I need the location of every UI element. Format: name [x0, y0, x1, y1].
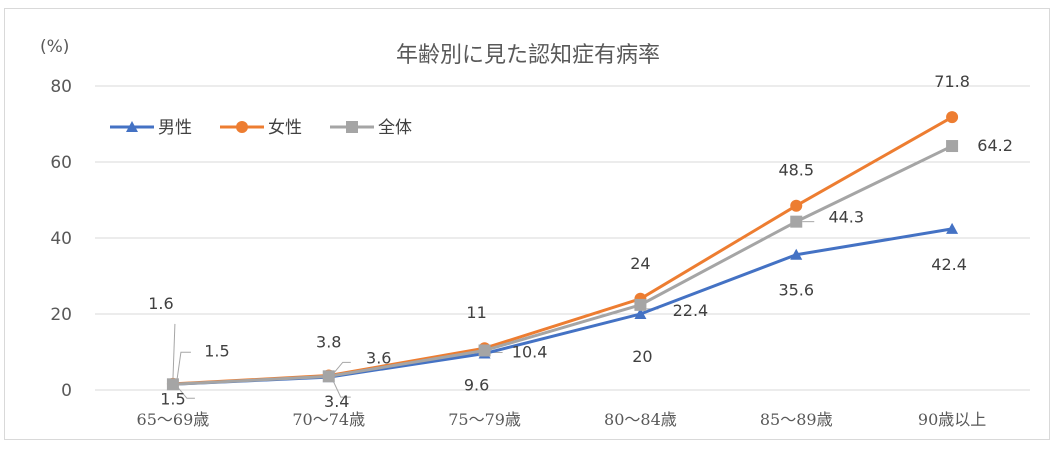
point-marker — [790, 215, 803, 228]
point-marker — [322, 370, 335, 383]
point-marker — [634, 298, 647, 311]
x-tick-label: 85～89歳 — [760, 410, 833, 429]
x-axis-ticks: 65～69歳 70～74歳 75～79歳 80～84歳 85～89歳 90歳以上 — [137, 410, 987, 429]
legend-marker — [346, 121, 358, 133]
leader-line — [332, 379, 351, 398]
series-line — [172, 227, 953, 386]
data-label: 20 — [632, 347, 652, 366]
data-label: 35.6 — [778, 281, 814, 300]
point-marker — [634, 308, 647, 319]
leader-line — [332, 361, 351, 375]
x-tick-label: 70～74歳 — [292, 410, 365, 429]
data-label: 64.2 — [977, 136, 1013, 155]
y-tick-label: 40 — [50, 229, 72, 249]
legend-label: 女性 — [268, 118, 302, 138]
legend: 男性 女性 全体 — [110, 118, 412, 138]
x-tick-label: 65～69歳 — [137, 410, 210, 429]
data-label: 71.8 — [934, 72, 970, 91]
data-label: 3.4 — [324, 392, 349, 411]
point-marker — [790, 199, 803, 212]
y-tick-label: 20 — [50, 305, 72, 325]
data-label: 1.5 — [160, 389, 185, 408]
point-marker — [478, 344, 491, 357]
legend-marker — [236, 121, 248, 133]
data-label: 22.4 — [673, 301, 709, 320]
y-axis-ticks: 0 20 40 60 80 — [50, 77, 72, 401]
data-label: 42.4 — [931, 255, 967, 274]
point-marker — [946, 222, 959, 234]
y-tick-label: 60 — [50, 153, 72, 173]
leader-line — [172, 323, 176, 380]
point-marker — [790, 248, 803, 260]
data-labels: 1.5 3.4 9.6 20 35.6 42.4 1.6 3.8 11 24 48.5 71.8 1.5… — [148, 72, 1013, 411]
chart-title: 年齢別に見た認知症有病率 — [396, 43, 660, 68]
data-label: 44.3 — [828, 208, 864, 227]
x-tick-label: 80～84歳 — [604, 410, 677, 429]
y-tick-label: 0 — [61, 381, 72, 401]
x-tick-label: 90歳以上 — [918, 410, 986, 429]
data-label: 3.6 — [366, 348, 391, 367]
x-tick-label: 75～79歳 — [448, 410, 521, 429]
point-marker — [946, 140, 959, 153]
point-marker — [166, 378, 179, 391]
data-label: 1.5 — [204, 341, 229, 360]
series-line — [172, 144, 953, 386]
leader-line — [176, 385, 195, 399]
point-marker — [946, 111, 959, 124]
y-axis-unit: (%) — [40, 37, 69, 57]
leader-lines — [172, 221, 815, 399]
series-lines — [166, 111, 959, 391]
series-line — [172, 115, 953, 386]
data-label: 9.6 — [464, 376, 489, 395]
y-tick-label: 80 — [50, 77, 72, 97]
data-label: 10.4 — [512, 342, 548, 361]
leader-line — [176, 351, 191, 381]
legend-label: 全体 — [378, 118, 412, 138]
data-label: 24 — [630, 254, 650, 273]
data-label: 48.5 — [778, 161, 814, 180]
legend-marker — [126, 121, 138, 132]
legend-label: 男性 — [158, 118, 192, 138]
data-label: 3.8 — [316, 333, 341, 352]
data-label: 1.6 — [148, 294, 173, 313]
data-label: 11 — [466, 303, 486, 322]
gridlines — [95, 85, 1030, 391]
